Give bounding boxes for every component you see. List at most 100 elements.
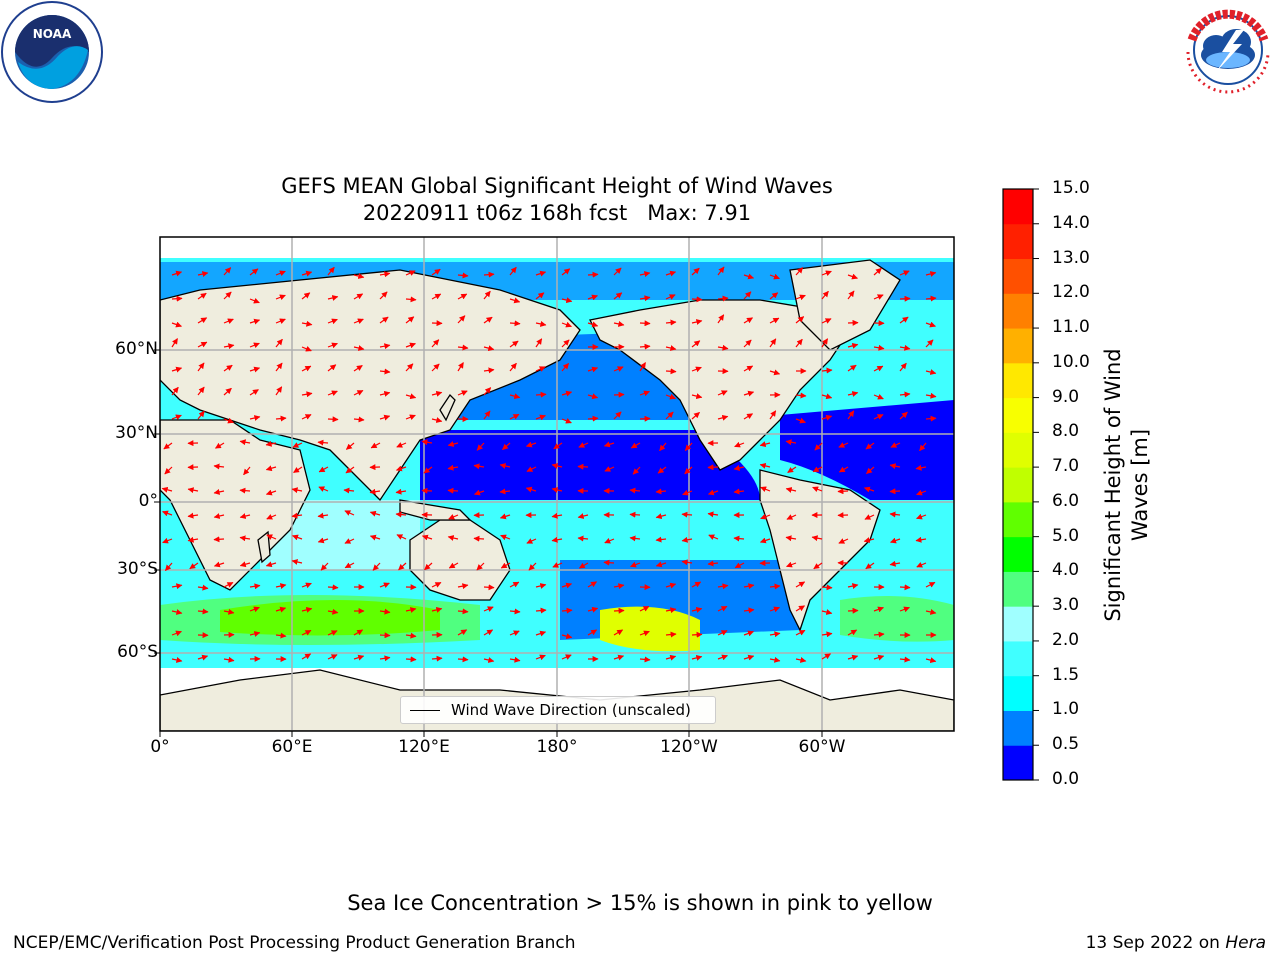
wave-direction-arrow	[743, 607, 755, 614]
wave-direction-arrow	[379, 368, 391, 375]
wave-direction-arrow	[655, 488, 667, 495]
colorbar-segment	[1003, 397, 1033, 433]
wave-direction-arrow	[552, 562, 563, 568]
colorbar-tick-label: 15.0	[1052, 178, 1090, 198]
north-america	[589, 299, 851, 471]
wave-direction-arrow	[265, 465, 277, 472]
wave-direction-arrow	[275, 583, 287, 589]
y-tick-label: 30°N	[115, 423, 158, 443]
wave-direction-arrow	[162, 510, 173, 517]
wave-direction-arrow	[821, 609, 833, 615]
wave-direction-arrow	[639, 656, 651, 663]
chart-subtitle: 20220911 t06z 168h fcst Max: 7.91	[362, 201, 752, 225]
wave-direction-arrow	[733, 535, 745, 542]
wave-direction-arrow	[561, 268, 571, 276]
wave-direction-arrow	[509, 340, 519, 348]
wave-direction-arrow	[431, 363, 440, 372]
wave-direction-arrow	[587, 366, 599, 373]
wave-direction-arrow	[457, 315, 466, 324]
wave-direction-arrow	[353, 273, 365, 279]
wave-direction-arrow	[899, 344, 911, 351]
wave-direction-arrow	[239, 513, 251, 519]
wave-direction-arrow	[629, 511, 641, 518]
wave-direction-arrow	[344, 510, 355, 516]
wave-direction-arrow	[473, 463, 485, 470]
wave-direction-arrow	[473, 535, 485, 542]
stamp-machine: Hera	[1225, 933, 1266, 953]
nws-logo	[1181, 3, 1275, 97]
wave-direction-arrow	[457, 362, 464, 372]
x-tick-label: 180°	[536, 737, 578, 757]
legend-line-icon	[410, 710, 440, 711]
wave-direction-arrow	[327, 608, 339, 615]
wave-direction-arrow	[707, 464, 719, 471]
wave-direction-arrow	[561, 582, 573, 589]
wave-direction-arrow	[483, 657, 495, 663]
wave-direction-arrow	[379, 608, 391, 615]
wave-direction-arrow	[275, 386, 283, 396]
credit-text: NCEP/EMC/Verification Post Processing Pr…	[13, 933, 576, 953]
wave-direction-arrow	[847, 583, 859, 589]
wave-direction-arrow	[639, 605, 650, 612]
wave-direction-arrow	[405, 363, 414, 372]
wave-direction-arrow	[369, 510, 381, 517]
colorbar-tick-label: 8.0	[1052, 421, 1080, 442]
wave-direction-arrow	[639, 271, 651, 277]
wave-direction-arrow	[499, 488, 511, 495]
colorbar-tick-label: 2.0	[1052, 629, 1080, 650]
wave-direction-arrow	[301, 320, 313, 327]
wave-direction-arrow	[821, 414, 833, 421]
wave-direction-arrow	[821, 631, 833, 638]
wave-direction-arrow	[223, 291, 232, 300]
wave-direction-arrow	[301, 391, 313, 398]
colorbar-segment	[1003, 258, 1033, 294]
wave-direction-arrow	[275, 632, 287, 639]
wave-direction-arrow	[613, 366, 624, 372]
wave-direction-arrow	[447, 487, 459, 494]
wave-direction-arrow	[405, 632, 417, 639]
wave-direction-arrow	[171, 338, 179, 348]
wave-direction-arrow	[577, 463, 589, 470]
wave-direction-arrow	[320, 562, 329, 571]
wave-direction-arrow	[717, 344, 729, 351]
wave-direction-arrow	[691, 296, 703, 303]
wave-direction-arrow	[873, 344, 885, 351]
colorbar-segment	[1003, 710, 1033, 746]
colorbar-segment	[1003, 467, 1033, 503]
colorbar-segment	[1003, 536, 1033, 572]
wave-direction-arrow	[717, 390, 728, 396]
wave-direction-arrow	[717, 295, 729, 302]
wave-direction-arrow	[197, 386, 205, 396]
wave-direction-arrow	[421, 487, 433, 494]
wave-direction-arrow	[814, 442, 823, 451]
wave-direction-arrow	[275, 362, 283, 372]
wave-direction-arrow	[405, 342, 416, 349]
wave-direction-arrow	[353, 654, 365, 661]
wave-direction-arrow	[223, 417, 234, 424]
wave-direction-arrow	[553, 442, 563, 450]
wave-direction-arrow	[223, 364, 233, 372]
wave-direction-arrow	[318, 486, 329, 492]
wave-direction-arrow	[587, 415, 599, 422]
wave-direction-arrow	[630, 442, 641, 449]
wave-direction-arrow	[717, 414, 729, 421]
wave-direction-arrow	[249, 366, 261, 373]
wave-direction-arrow	[889, 560, 901, 567]
wave-direction-arrow	[405, 656, 417, 663]
wave-direction-arrow	[535, 414, 546, 421]
wave-direction-arrow	[239, 439, 251, 446]
wave-direction-arrow	[916, 489, 927, 496]
wave-direction-arrow	[613, 411, 622, 420]
wave-direction-arrow	[707, 560, 719, 567]
wave-direction-arrow	[847, 391, 859, 397]
wave-direction-arrow	[769, 273, 780, 280]
wave-direction-arrow	[769, 338, 777, 348]
wave-direction-arrow	[743, 654, 755, 661]
wave-direction-arrow	[743, 390, 755, 397]
x-tick-label: 0°	[150, 737, 170, 757]
wave-direction-arrow	[379, 414, 391, 421]
wave-direction-arrow	[327, 416, 339, 423]
wave-direction-arrow	[431, 339, 440, 348]
colorbar-segment	[1003, 293, 1033, 329]
wave-direction-arrow	[603, 441, 615, 448]
